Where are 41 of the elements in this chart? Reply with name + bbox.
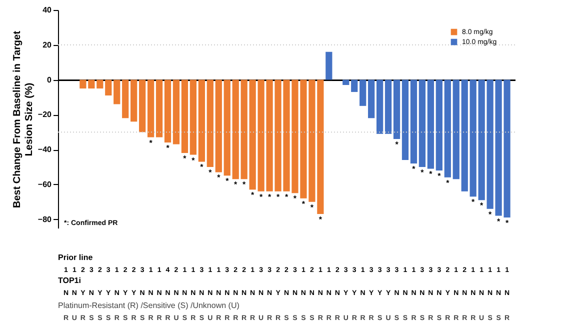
text: Prior line: [58, 253, 94, 262]
data-label: *: [217, 173, 222, 182]
y-tick-label: 20: [42, 40, 52, 50]
data-label: *: [310, 202, 314, 212]
data-label: *: [446, 178, 450, 188]
data-label: *: [412, 164, 416, 174]
y-tick-label: 0: [47, 75, 52, 84]
data-label: *: [276, 192, 280, 202]
data-label: *: [505, 218, 510, 228]
data-label: *: [318, 215, 323, 224]
text: TOP1i: [58, 276, 81, 285]
data-label: *: [226, 176, 230, 186]
y-tick-label: 40: [42, 6, 52, 14]
data-label: *: [480, 201, 484, 210]
data-label: *: [192, 156, 196, 165]
data-label: *: [284, 192, 289, 202]
data-label: *: [420, 168, 425, 177]
data-label: *: [183, 154, 188, 164]
data-label: *: [438, 171, 442, 180]
data-label: *: [488, 210, 492, 219]
data-label: *: [234, 180, 238, 190]
data-label: *: [251, 190, 256, 200]
y-tick-label: −80: [38, 214, 52, 224]
text: Platinum-Resistant (R) /Sensitive (S) /Unknown (U): [58, 301, 240, 310]
data-label: *: [259, 192, 264, 202]
data-label: *: [268, 192, 272, 202]
data-label: *: [429, 170, 434, 179]
y-tick-label: −20: [38, 110, 52, 120]
data-label: *: [208, 168, 213, 177]
data-label: *: [496, 216, 501, 226]
data-label: *: [472, 198, 476, 207]
y-axis-title: Best Change From Baseline in Target Lesion Size (%): [12, 30, 35, 208]
data-label: *: [242, 180, 247, 190]
data-label: *: [166, 144, 170, 153]
data-label: *: [395, 140, 400, 150]
y-tick-label: −40: [38, 145, 52, 154]
y-tick-label: −60: [38, 180, 52, 189]
data-label: *: [200, 162, 204, 172]
data-label: *: [293, 194, 298, 204]
data-label: *: [302, 199, 306, 208]
data-label: *: [149, 138, 154, 148]
